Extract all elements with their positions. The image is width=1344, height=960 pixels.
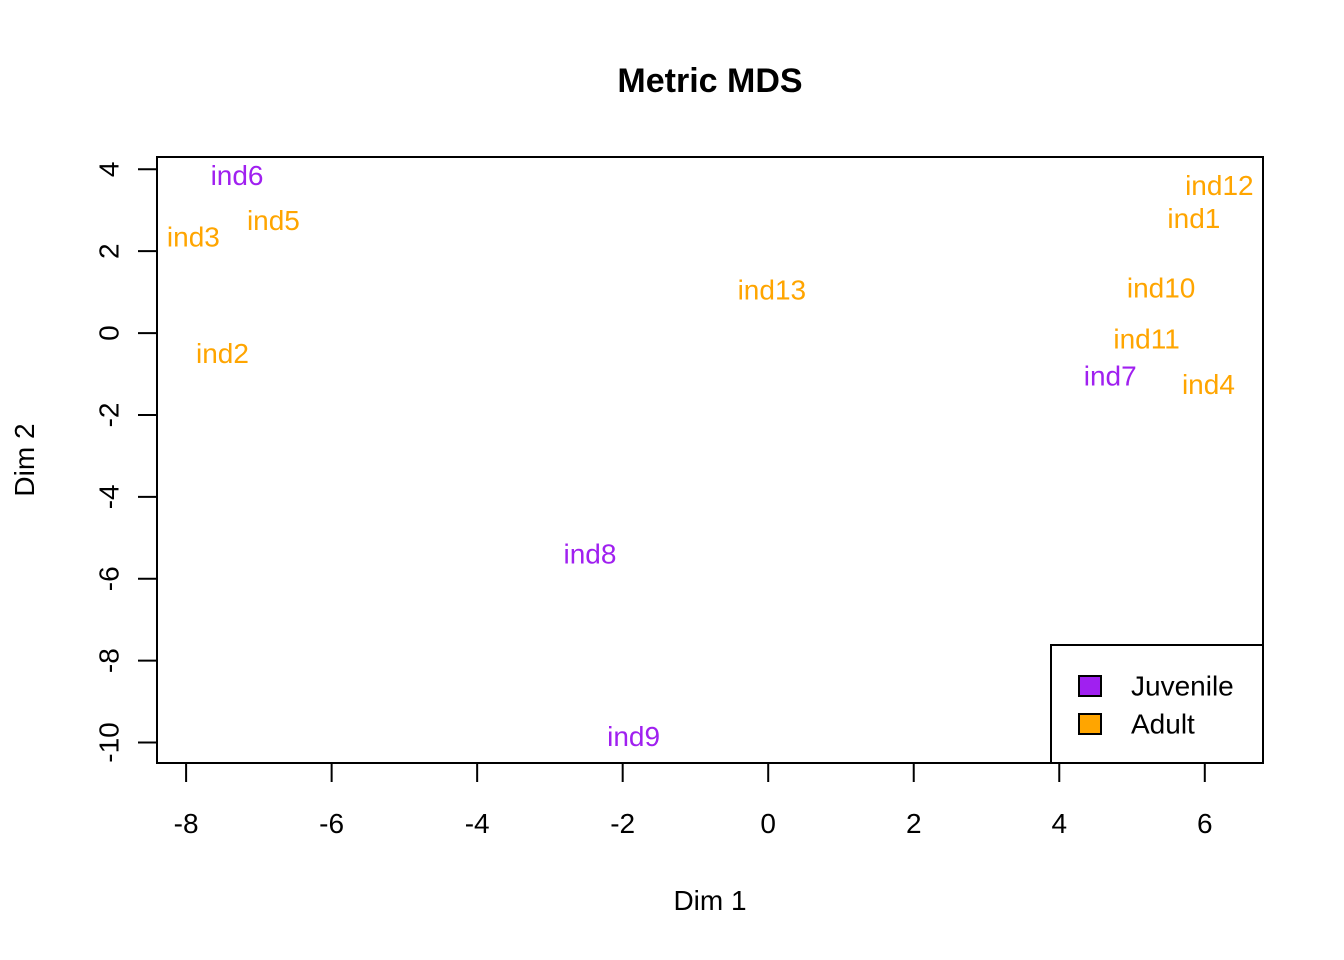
point-ind10: ind10 [1127, 273, 1196, 304]
legend-label-juvenile: Juvenile [1131, 671, 1234, 702]
point-ind3: ind3 [167, 221, 220, 252]
legend-swatch-juvenile [1078, 675, 1102, 697]
legend-label-adult: Adult [1131, 709, 1195, 740]
point-ind5: ind5 [247, 205, 300, 236]
y-tick-label: 0 [94, 325, 125, 341]
x-tick-label: 4 [1051, 808, 1067, 839]
point-ind6: ind6 [211, 160, 264, 191]
point-ind12: ind12 [1185, 170, 1254, 201]
y-tick-label: -8 [94, 648, 125, 673]
x-tick-label: -6 [319, 808, 344, 839]
y-axis: -10 -8 -6 -4 -2 0 2 4 [94, 161, 158, 763]
x-tick-label: -4 [465, 808, 490, 839]
y-tick-label: -6 [94, 566, 125, 591]
x-tick-label: 6 [1197, 808, 1213, 839]
point-ind2: ind2 [196, 338, 249, 369]
legend-swatch-adult [1078, 713, 1102, 735]
y-tick-label: 4 [94, 161, 125, 177]
y-tick-label: -4 [94, 484, 125, 509]
x-axis-title: Dim 1 [673, 885, 746, 916]
legend-box [1050, 644, 1264, 764]
y-tick-label: -10 [94, 722, 125, 762]
x-tick-label: -2 [610, 808, 635, 839]
x-tick-label: 2 [906, 808, 922, 839]
point-ind8: ind8 [563, 539, 616, 570]
x-axis: -8 -6 -4 -2 0 2 4 6 [174, 762, 1213, 839]
legend: Juvenile Adult [1050, 644, 1264, 764]
point-ind4: ind4 [1182, 369, 1235, 400]
chart-title: Metric MDS [617, 62, 802, 100]
point-ind1: ind1 [1167, 203, 1220, 234]
point-ind9: ind9 [607, 721, 660, 752]
y-tick-label: -2 [94, 403, 125, 428]
point-ind13: ind13 [738, 275, 807, 306]
point-ind11: ind11 [1113, 324, 1179, 355]
x-tick-label: -8 [174, 808, 199, 839]
point-ind7: ind7 [1084, 361, 1137, 392]
y-axis-title: Dim 2 [9, 423, 40, 496]
y-tick-label: 2 [94, 243, 125, 259]
x-tick-label: 0 [760, 808, 776, 839]
